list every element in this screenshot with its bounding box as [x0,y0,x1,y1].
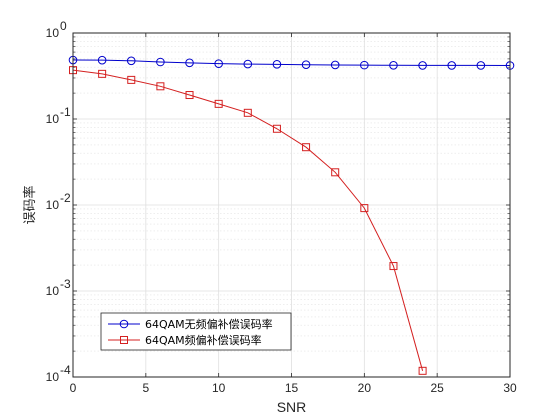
data-point [127,75,136,84]
legend: 64QAM无频偏补偿误码率 64QAM频偏补偿误码率 [100,312,292,351]
series-line [72,59,511,66]
x-tick-label: 20 [358,381,372,395]
data-point [156,57,165,67]
series-line [72,69,424,371]
x-tick-labels: 0 5 10 15 20 25 30 [70,381,517,395]
data-point [126,56,136,66]
data-point [389,262,398,271]
y-tick-exponent: -2 [60,191,71,205]
data-point [185,91,194,100]
y-tick-label: 10 [46,284,60,298]
y-tick-exponent: 0 [60,19,67,33]
series-2 [69,66,427,375]
data-point [418,61,427,70]
data-point [214,99,223,108]
data-point [243,108,252,117]
legend-marker-series-2 [120,336,128,344]
x-tick-label: 25 [430,381,444,395]
data-point [272,60,282,69]
x-tick-label: 0 [70,381,77,395]
series-1 [68,55,515,70]
y-tick-exponent: -3 [60,277,71,291]
data-point [389,61,398,70]
data-point [185,58,194,68]
data-point [331,168,340,177]
series-layer [68,55,515,375]
ticks [72,32,511,378]
data-point [302,143,311,152]
data-point [447,61,457,70]
x-tick-label: 5 [142,381,149,395]
y-tick-exponent: -1 [60,105,71,119]
y-axis-label: 误码率 [22,185,38,224]
data-point [156,82,165,91]
y-tick-exponent: -4 [60,363,71,377]
legend-label-series-1: 64QAM无频偏补偿误码率 [145,317,273,331]
y-tick-label: 10 [46,26,60,40]
data-point [272,124,281,133]
x-axis-label: SNR [277,399,307,415]
data-point [97,55,107,65]
legend-label-series-2: 64QAM频偏补偿误码率 [145,333,262,347]
data-point [476,61,486,70]
data-point [301,60,311,69]
data-point [98,69,107,78]
y-tick-label: 10 [46,198,60,212]
data-point [243,59,253,69]
data-point [360,204,369,213]
y-tick-label: 10 [46,370,60,384]
data-point [418,366,427,375]
x-tick-label: 30 [503,381,517,395]
data-point [214,59,223,68]
x-tick-label: 15 [285,381,299,395]
x-tick-label: 10 [212,381,226,395]
y-tick-label: 10 [46,112,60,126]
data-point [360,60,369,70]
legend-marker-series-1 [119,319,129,329]
data-point [330,60,340,70]
legend-box [100,312,292,351]
